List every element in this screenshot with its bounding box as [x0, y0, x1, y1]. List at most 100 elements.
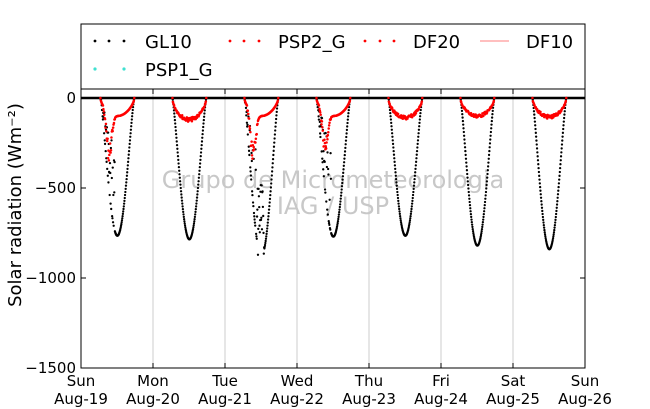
gl10-point — [537, 170, 541, 174]
gl10-point — [120, 222, 123, 226]
gl10-point — [197, 183, 200, 186]
df20-point — [247, 117, 251, 120]
gl10-point — [398, 210, 401, 213]
gl10-point — [174, 122, 177, 125]
x-tick-date: Aug-25 — [486, 390, 540, 408]
gl10-point — [340, 188, 343, 191]
df20-point — [246, 109, 250, 113]
gl10-point — [553, 226, 556, 229]
gl10-point — [463, 138, 466, 141]
gl10-point — [264, 237, 268, 240]
gl10-point — [482, 215, 485, 219]
gl10-point — [266, 218, 270, 221]
gl10-point — [411, 196, 414, 200]
gl10-point — [534, 135, 538, 138]
gl10-point — [544, 235, 547, 238]
gl10-point — [346, 115, 350, 118]
x-tick-date: Aug-24 — [414, 390, 468, 408]
gl10-point — [341, 178, 344, 181]
gl10-point — [181, 208, 185, 211]
gl10-point — [180, 193, 183, 196]
gl10-point — [533, 120, 537, 123]
df20-point — [324, 144, 327, 148]
gl10-point — [325, 165, 329, 169]
gl10-point — [555, 206, 558, 209]
gl10-point — [340, 185, 344, 188]
gl10-point — [198, 165, 201, 169]
gl10-point — [124, 187, 127, 191]
gl10-point — [552, 231, 556, 234]
gl10-point — [202, 115, 206, 118]
gl10-point — [410, 202, 414, 205]
gl10-point — [125, 181, 128, 184]
gl10-point — [329, 152, 332, 155]
df20-point — [321, 129, 325, 132]
gl10-point — [257, 227, 260, 231]
gl10-point — [328, 198, 331, 201]
gl10-point — [263, 245, 266, 248]
gl10-point — [413, 177, 416, 181]
gl10-point — [254, 232, 258, 236]
gl10-point — [103, 139, 106, 142]
df20-point — [111, 129, 114, 133]
gl10-point — [253, 218, 256, 221]
gl10-point — [390, 132, 394, 135]
gl10-point — [271, 157, 275, 161]
df20-point — [111, 126, 115, 129]
gl10-point — [105, 160, 108, 163]
df20-point — [180, 114, 184, 117]
df20-point — [248, 127, 252, 130]
df20-point — [251, 157, 254, 160]
gl10-point — [461, 113, 464, 116]
df20-point — [482, 114, 485, 118]
gl10-point — [544, 237, 547, 240]
gl10-point — [414, 164, 417, 167]
gl10-point — [258, 205, 261, 209]
gl10-point — [486, 176, 489, 179]
gl10-point — [482, 212, 485, 216]
df20-point — [252, 148, 256, 151]
df20-point — [276, 99, 280, 102]
gl10-point — [262, 231, 265, 235]
gl10-point — [393, 160, 396, 163]
gl10-point — [344, 139, 348, 142]
gl10-point — [179, 190, 183, 193]
df20-point — [539, 110, 542, 114]
gl10-point — [415, 149, 419, 153]
gl10-point — [122, 205, 125, 208]
gl10-point — [467, 187, 470, 190]
gl10-point — [326, 167, 330, 171]
gl10-point — [418, 115, 422, 118]
gl10-point — [412, 184, 416, 187]
df20-point — [396, 112, 400, 116]
gl10-point — [491, 109, 494, 113]
legend-entry-df20: DF20 — [363, 32, 460, 53]
gl10-point — [250, 151, 253, 155]
gl10-point — [249, 174, 253, 177]
gl10-point — [397, 199, 400, 203]
gl10-point — [323, 160, 326, 163]
df20-point — [205, 96, 208, 100]
df20-point — [106, 137, 109, 141]
gl10-point — [182, 213, 185, 216]
x-tick-date: Aug-20 — [126, 390, 180, 408]
gl10-point — [193, 215, 197, 219]
gl10-point — [392, 153, 396, 156]
df20-point — [317, 104, 321, 107]
gl10-point — [553, 224, 557, 227]
gl10-point — [536, 159, 540, 162]
gl10-point — [390, 125, 393, 128]
gl10-point — [539, 196, 543, 199]
gl10-point — [258, 231, 261, 234]
gl10-point — [325, 200, 328, 203]
gl10-point — [248, 153, 251, 157]
gl10-point — [175, 140, 178, 143]
x-tick-day: Sun — [571, 372, 600, 390]
x-tick-day: Sun — [67, 372, 96, 390]
watermark: Grupo de Micrometeorologia IAG / USP — [162, 166, 504, 220]
gl10-point — [479, 233, 483, 237]
gl10-point — [561, 139, 564, 142]
gl10-point — [110, 139, 113, 142]
gl10-point — [461, 119, 465, 123]
y-axis-ticks: 0 −500 −1000 −1500 — [25, 89, 585, 377]
